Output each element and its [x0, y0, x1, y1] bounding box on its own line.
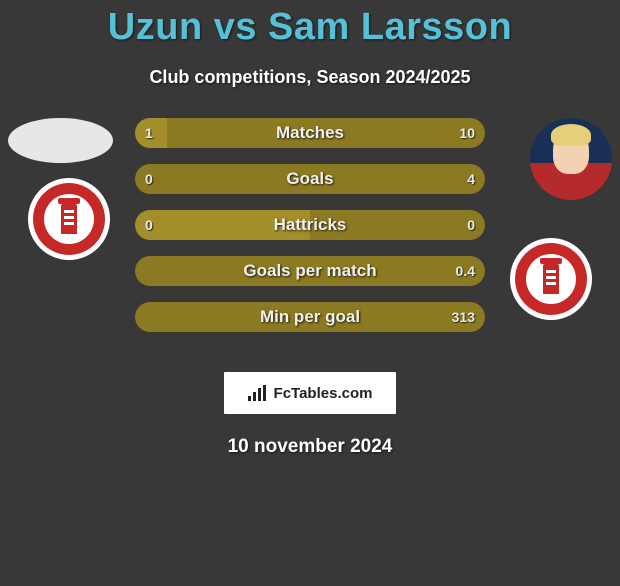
stat-bar-right-value: 0: [467, 217, 475, 233]
stat-bars: Matches110Goals04Hattricks00Goals per ma…: [135, 118, 485, 348]
club-left-logo: [28, 178, 110, 260]
stat-bar-row: Goals04: [135, 164, 485, 194]
stat-bar-right-value: 4: [467, 171, 475, 187]
stat-bar-right-fill: [310, 210, 485, 240]
stat-bar-left-value: 0: [145, 217, 153, 233]
club-right-logo: [510, 238, 592, 320]
stat-bar-left-value: 0: [145, 171, 153, 187]
page-title: Uzun vs Sam Larsson: [0, 6, 620, 49]
stat-bar-right-value: 313: [452, 309, 475, 325]
stat-bar-row: Matches110: [135, 118, 485, 148]
stat-bar-right-value: 0.4: [456, 263, 475, 279]
comparison-area: Matches110Goals04Hattricks00Goals per ma…: [0, 118, 620, 368]
stat-bar-left-fill: [135, 210, 310, 240]
brand-box: FcTables.com: [224, 372, 396, 414]
stat-bar-row: Min per goal313: [135, 302, 485, 332]
stat-bar-row: Hattricks00: [135, 210, 485, 240]
stat-bar-right-value: 10: [459, 125, 475, 141]
stat-bar-right-fill: [135, 302, 485, 332]
stat-bar-row: Goals per match0.4: [135, 256, 485, 286]
date-text: 10 november 2024: [0, 436, 620, 458]
stat-bar-right-fill: [167, 118, 486, 148]
stat-bar-right-fill: [135, 164, 485, 194]
subtitle: Club competitions, Season 2024/2025: [0, 67, 620, 88]
stat-bar-right-fill: [135, 256, 485, 286]
player-right-avatar: [530, 118, 612, 200]
brand-text: FcTables.com: [274, 385, 373, 402]
stat-bar-left-value: 1: [145, 125, 153, 141]
player-left-avatar: [8, 118, 113, 163]
brand-chart-icon: [248, 385, 268, 401]
